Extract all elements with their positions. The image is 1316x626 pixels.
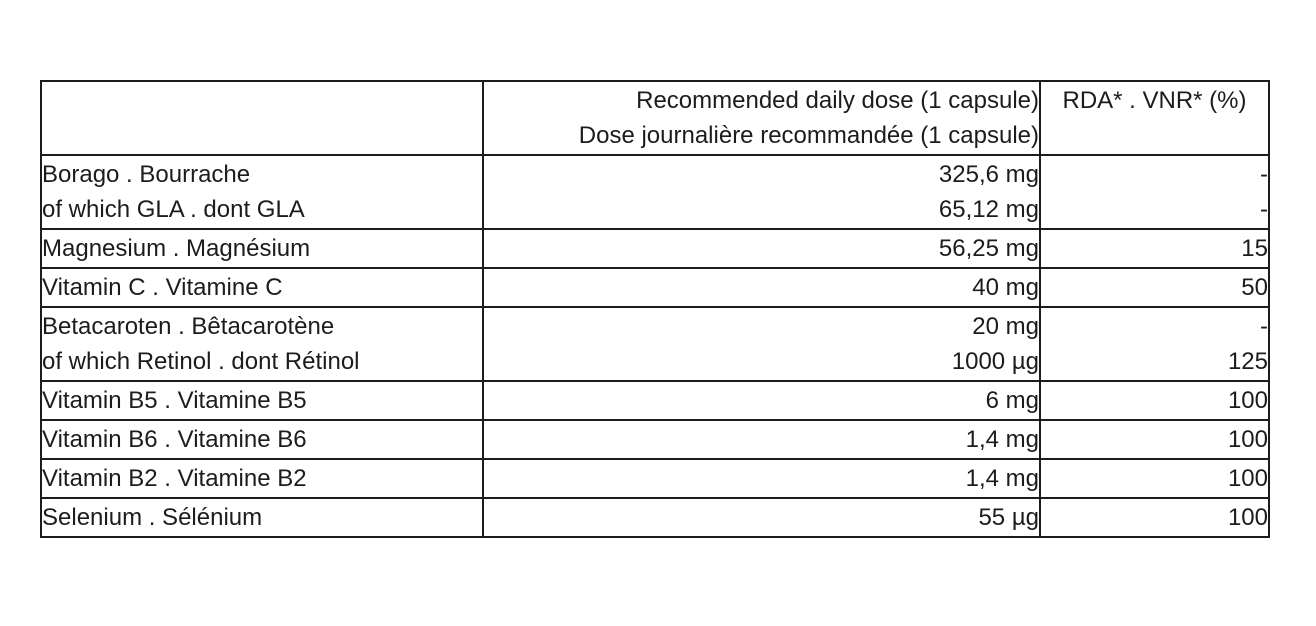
- ingredient-line: Selenium . Sélénium: [42, 504, 263, 531]
- rda-value: 15: [1241, 235, 1268, 262]
- dose-cell: 1,4 mg: [482, 419, 1041, 460]
- ingredient-cell: Selenium . Sélénium: [40, 497, 484, 538]
- ingredient-cell: Magnesium . Magnésium: [40, 228, 484, 269]
- rda-value: 100: [1227, 504, 1268, 531]
- ingredient-cell: Vitamin B6 . Vitamine B6: [40, 419, 484, 460]
- rda-cell: - -: [1039, 154, 1270, 230]
- ingredient-line: Magnesium . Magnésium: [42, 235, 311, 262]
- rda-cell: 100: [1039, 458, 1270, 499]
- rda-value: 100: [1227, 426, 1268, 453]
- table-row-vitamin-b2: Vitamin B2 . Vitamine B2 1,4 mg 100: [40, 458, 1270, 499]
- ingredient-line: Vitamin B5 . Vitamine B5: [42, 387, 307, 414]
- rda-cell: 50: [1039, 267, 1270, 308]
- table-row-vitamin-b6: Vitamin B6 . Vitamine B6 1,4 mg 100: [40, 419, 1270, 460]
- dose-value: 20 mg: [972, 313, 1039, 340]
- ingredient-line: Betacaroten . Bêtacarotène: [42, 313, 335, 340]
- rda-value: 100: [1227, 387, 1268, 414]
- dose-cell: 1,4 mg: [482, 458, 1041, 499]
- dose-value: 325,6 mg: [938, 161, 1039, 188]
- table-row-selenium: Selenium . Sélénium 55 µg 100: [40, 497, 1270, 538]
- dose-value: 55 µg: [978, 504, 1039, 531]
- rda-subvalue: -: [1260, 196, 1268, 223]
- dose-value: 1,4 mg: [965, 465, 1039, 492]
- table-row-vitamin-b5: Vitamin B5 . Vitamine B5 6 mg 100: [40, 380, 1270, 421]
- table-row-vitamin-c: Vitamin C . Vitamine C 40 mg 50: [40, 267, 1270, 308]
- dose-cell: 55 µg: [482, 497, 1041, 538]
- header-ingredient-cell: [40, 80, 484, 156]
- dose-value: 6 mg: [985, 387, 1039, 414]
- header-dose-line-en: Recommended daily dose (1 capsule): [636, 87, 1039, 114]
- rda-cell: - 125: [1039, 306, 1270, 382]
- rda-value: -: [1260, 313, 1268, 340]
- dose-cell: 56,25 mg: [482, 228, 1041, 269]
- ingredient-cell: Vitamin B5 . Vitamine B5: [40, 380, 484, 421]
- dose-cell: 20 mg 1000 µg: [482, 306, 1041, 382]
- nutrition-facts-table: Recommended daily dose (1 capsule) Dose …: [40, 80, 1270, 538]
- table-row-magnesium: Magnesium . Magnésium 56,25 mg 15: [40, 228, 1270, 269]
- dose-cell: 325,6 mg 65,12 mg: [482, 154, 1041, 230]
- ingredient-cell: Borago . Bourrache of which GLA . dont G…: [40, 154, 484, 230]
- ingredient-subline: of which Retinol . dont Rétinol: [42, 348, 360, 375]
- ingredient-line: Borago . Bourrache: [42, 161, 251, 188]
- table-header-row: Recommended daily dose (1 capsule) Dose …: [40, 80, 1270, 156]
- rda-value: 100: [1227, 465, 1268, 492]
- dose-value: 56,25 mg: [938, 235, 1039, 262]
- ingredient-cell: Betacaroten . Bêtacarotène of which Reti…: [40, 306, 484, 382]
- header-dose-cell: Recommended daily dose (1 capsule) Dose …: [482, 80, 1041, 156]
- rda-cell: 15: [1039, 228, 1270, 269]
- ingredient-line: Vitamin B2 . Vitamine B2: [42, 465, 307, 492]
- rda-subvalue: 125: [1227, 348, 1268, 375]
- dose-cell: 6 mg: [482, 380, 1041, 421]
- dose-cell: 40 mg: [482, 267, 1041, 308]
- ingredient-line: Vitamin B6 . Vitamine B6: [42, 426, 307, 453]
- ingredient-line: Vitamin C . Vitamine C: [42, 274, 283, 301]
- dose-subvalue: 1000 µg: [951, 348, 1039, 375]
- rda-value: -: [1260, 161, 1268, 188]
- table-row-borago: Borago . Bourrache of which GLA . dont G…: [40, 154, 1270, 230]
- header-rda-cell: RDA* . VNR* (%): [1039, 80, 1270, 156]
- rda-cell: 100: [1039, 419, 1270, 460]
- dose-value: 1,4 mg: [965, 426, 1039, 453]
- dose-value: 40 mg: [972, 274, 1039, 301]
- header-dose-line-fr: Dose journalière recommandée (1 capsule): [578, 122, 1039, 149]
- dose-subvalue: 65,12 mg: [938, 196, 1039, 223]
- rda-cell: 100: [1039, 380, 1270, 421]
- ingredient-cell: Vitamin B2 . Vitamine B2: [40, 458, 484, 499]
- table-row-betacaroten: Betacaroten . Bêtacarotène of which Reti…: [40, 306, 1270, 382]
- ingredient-cell: Vitamin C . Vitamine C: [40, 267, 484, 308]
- rda-cell: 100: [1039, 497, 1270, 538]
- rda-value: 50: [1241, 274, 1268, 301]
- ingredient-subline: of which GLA . dont GLA: [42, 196, 305, 223]
